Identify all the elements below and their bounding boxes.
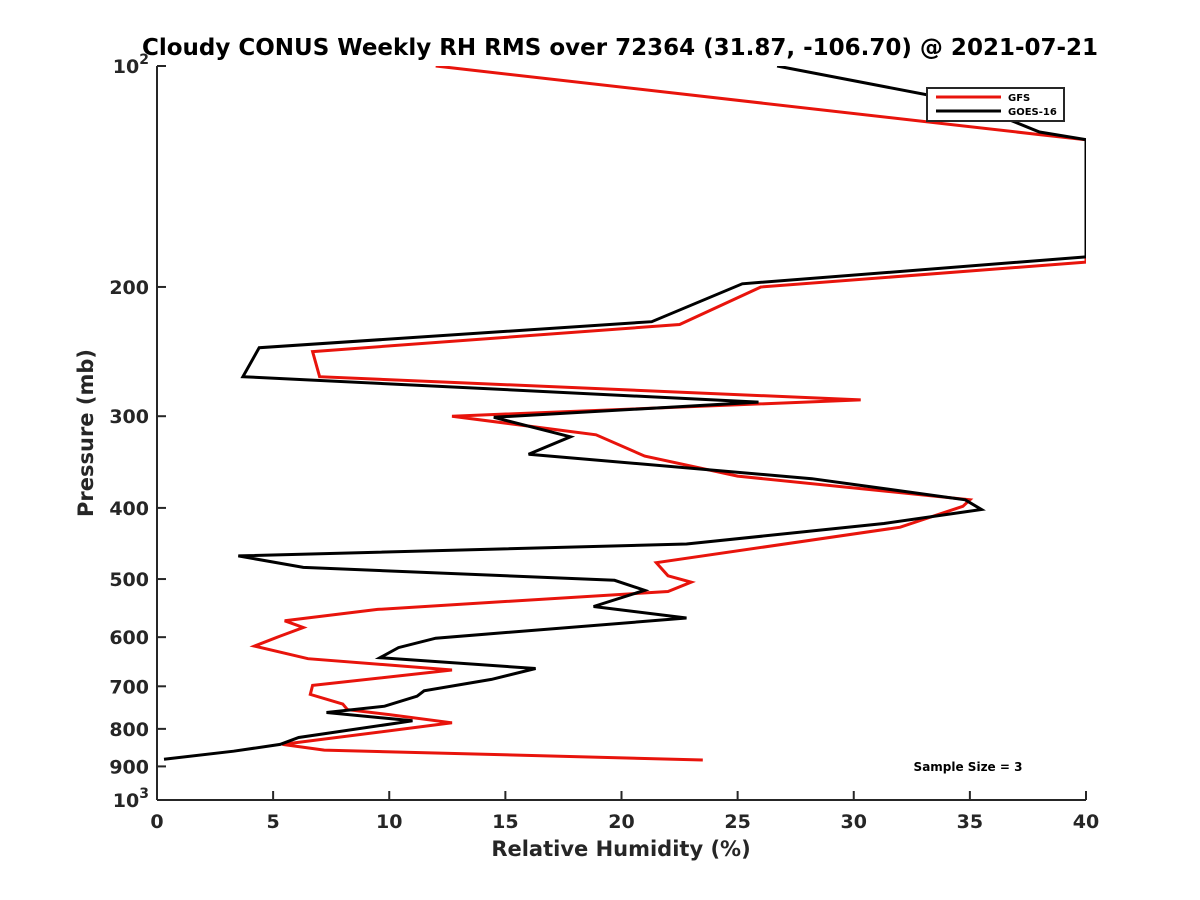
x-tick-label: 0 <box>150 811 163 833</box>
y-tick-label: 300 <box>109 406 149 428</box>
y-tick-label: 700 <box>109 676 149 698</box>
y-tick-label: 400 <box>109 498 149 520</box>
y-tick-label: 800 <box>109 719 149 741</box>
y-tick-label-base: 10 <box>113 56 139 78</box>
x-tick-label: 25 <box>724 811 750 833</box>
x-tick-label: 20 <box>608 811 634 833</box>
y-tick-label-base: 10 <box>113 790 139 812</box>
legend-box <box>926 87 1065 122</box>
y-tick-label: 600 <box>109 627 149 649</box>
series-line-goes-16 <box>163 66 1086 761</box>
x-tick-label: 35 <box>957 811 983 833</box>
axes-layer: 0 5 10 15 20 25 30 35 40102200300400500600700800… <box>109 52 1099 833</box>
series-layer <box>163 66 1086 762</box>
x-tick-label: 30 <box>841 811 867 833</box>
x-tick-label: 15 <box>492 811 518 833</box>
sample-size-annotation: Sample Size = 3 <box>914 760 1023 774</box>
chart-title: Cloudy CONUS Weekly RH RMS over 72364 (3… <box>142 35 1098 61</box>
y-tick-label: 900 <box>109 756 149 778</box>
legend-label: GOES-16 <box>1008 107 1057 118</box>
series-line-gfs <box>249 66 1086 762</box>
x-tick-label: 10 <box>376 811 402 833</box>
y-tick-label: 103 <box>113 786 149 812</box>
y-tick-label: 500 <box>109 569 149 591</box>
y-tick-label: 200 <box>109 277 149 299</box>
x-tick-label: 5 <box>267 811 280 833</box>
legend-label: GFS <box>1008 93 1030 104</box>
y-tick-label-exponent: 2 <box>139 52 149 68</box>
y-tick-label-exponent: 3 <box>139 786 149 802</box>
y-tick-label: 102 <box>113 52 149 78</box>
x-axis-title: Relative Humidity (%) <box>491 837 750 861</box>
y-axis-title: Pressure (mb) <box>74 349 98 517</box>
x-tick-label: 40 <box>1073 811 1099 833</box>
legend: GFS GOES-16 <box>926 87 1065 122</box>
